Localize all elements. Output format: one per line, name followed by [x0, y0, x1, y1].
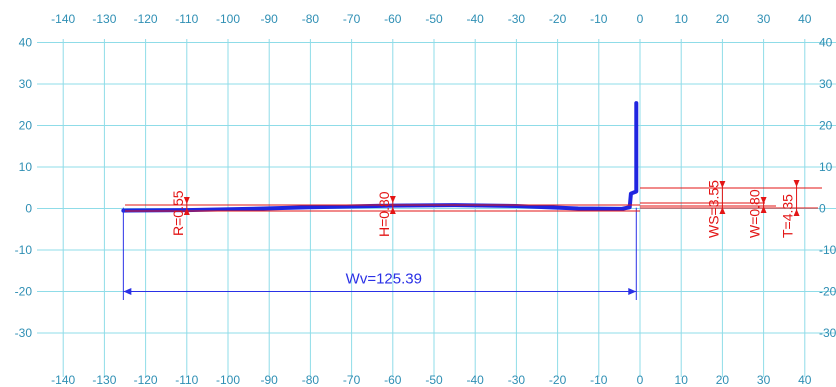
- x-tick-label-bottom: -10: [590, 373, 608, 387]
- x-tick-label-top: -110: [175, 12, 198, 26]
- y-tick-label-right: 40: [819, 36, 833, 50]
- wv-label: Wv=125.39: [346, 271, 422, 288]
- road-profile-line: [121, 101, 639, 213]
- y-tick-label-left: 10: [19, 160, 33, 174]
- x-tick-label-top: -30: [508, 12, 526, 26]
- x-tick-label-bottom: -60: [384, 373, 402, 387]
- x-tick-label-top: -90: [261, 12, 279, 26]
- r-label: R=0.55: [170, 190, 186, 236]
- x-tick-label-top: -130: [92, 12, 116, 26]
- x-tick-label-bottom: 0: [637, 373, 644, 387]
- dimension-layer: Wv=125.39 R=0.55 H=0.80 WS=3.55 W=0.80 T=4.35: [122, 180, 822, 300]
- w-marker-arrow-up: [760, 206, 767, 213]
- tick-labels: -140-140-130-130-120-120-110-110-100-100…: [15, 12, 836, 387]
- y-tick-label-left: -30: [15, 326, 33, 340]
- r-marker-arrow-down: [183, 197, 190, 204]
- x-tick-label-bottom: 20: [716, 373, 730, 387]
- ws-marker-arrow-down: [719, 181, 726, 188]
- x-tick-label-top: -60: [384, 12, 402, 26]
- t-label: T=4.35: [780, 194, 796, 238]
- w-label: W=0.80: [747, 189, 763, 238]
- w-marker-arrow-down: [760, 197, 767, 204]
- y-tick-label-right: 10: [819, 160, 833, 174]
- y-tick-label-left: 0: [25, 202, 32, 216]
- x-tick-label-bottom: -80: [302, 373, 320, 387]
- x-tick-label-top: 10: [675, 12, 689, 26]
- ws-label: WS=3.55: [705, 180, 721, 238]
- x-tick-label-top: -80: [302, 12, 320, 26]
- x-tick-label-top: -20: [549, 12, 567, 26]
- y-tick-label-left: 30: [19, 77, 33, 91]
- y-tick-label-right: 0: [819, 202, 826, 216]
- h-marker-arrow-down: [389, 196, 396, 203]
- x-tick-label-top: 40: [798, 12, 812, 26]
- x-tick-label-bottom: 40: [798, 373, 812, 387]
- x-tick-label-bottom: -120: [134, 373, 158, 387]
- x-tick-label-bottom: -20: [549, 373, 567, 387]
- x-tick-label-top: 30: [757, 12, 771, 26]
- ws-marker-arrow-up: [719, 207, 726, 214]
- y-tick-label-left: 40: [19, 36, 33, 50]
- x-tick-label-bottom: -110: [175, 373, 198, 387]
- x-tick-label-top: -140: [51, 12, 75, 26]
- h-label: H=0.80: [376, 191, 392, 237]
- x-tick-label-top: -10: [590, 12, 608, 26]
- x-tick-label-top: 20: [716, 12, 730, 26]
- x-tick-label-bottom: -40: [467, 373, 485, 387]
- profile-layer: [121, 101, 639, 213]
- r-marker-arrow-up: [183, 208, 190, 215]
- x-tick-label-bottom: -30: [508, 373, 526, 387]
- x-tick-label-top: 0: [637, 12, 644, 26]
- x-tick-label-bottom: -100: [216, 373, 240, 387]
- y-tick-label-left: -10: [15, 243, 33, 257]
- y-tick-label-right: -30: [819, 326, 836, 340]
- x-tick-label-bottom: -50: [425, 373, 443, 387]
- x-tick-label-bottom: 30: [757, 373, 771, 387]
- x-tick-label-bottom: -130: [92, 373, 116, 387]
- x-tick-label-bottom: 10: [675, 373, 689, 387]
- x-tick-label-bottom: -90: [261, 373, 279, 387]
- y-tick-label-right: 20: [819, 119, 833, 133]
- x-tick-label-bottom: -70: [343, 373, 361, 387]
- x-tick-label-top: -50: [425, 12, 443, 26]
- y-tick-label-right: 30: [819, 77, 833, 91]
- x-tick-label-top: -100: [216, 12, 240, 26]
- y-tick-label-right: -10: [819, 243, 836, 257]
- y-tick-label-left: 20: [19, 119, 33, 133]
- x-tick-label-bottom: -140: [51, 373, 75, 387]
- y-tick-label-right: -20: [819, 285, 836, 299]
- t-marker-arrow-down: [793, 180, 800, 187]
- h-marker-arrow-up: [389, 207, 396, 214]
- x-tick-label-top: -70: [343, 12, 361, 26]
- x-tick-label-top: -120: [134, 12, 158, 26]
- wv-arrow-right: [628, 288, 637, 295]
- y-tick-label-left: -20: [15, 285, 33, 299]
- wv-arrow-left: [123, 288, 132, 295]
- t-marker-arrow-up: [793, 209, 800, 216]
- x-tick-label-top: -40: [467, 12, 485, 26]
